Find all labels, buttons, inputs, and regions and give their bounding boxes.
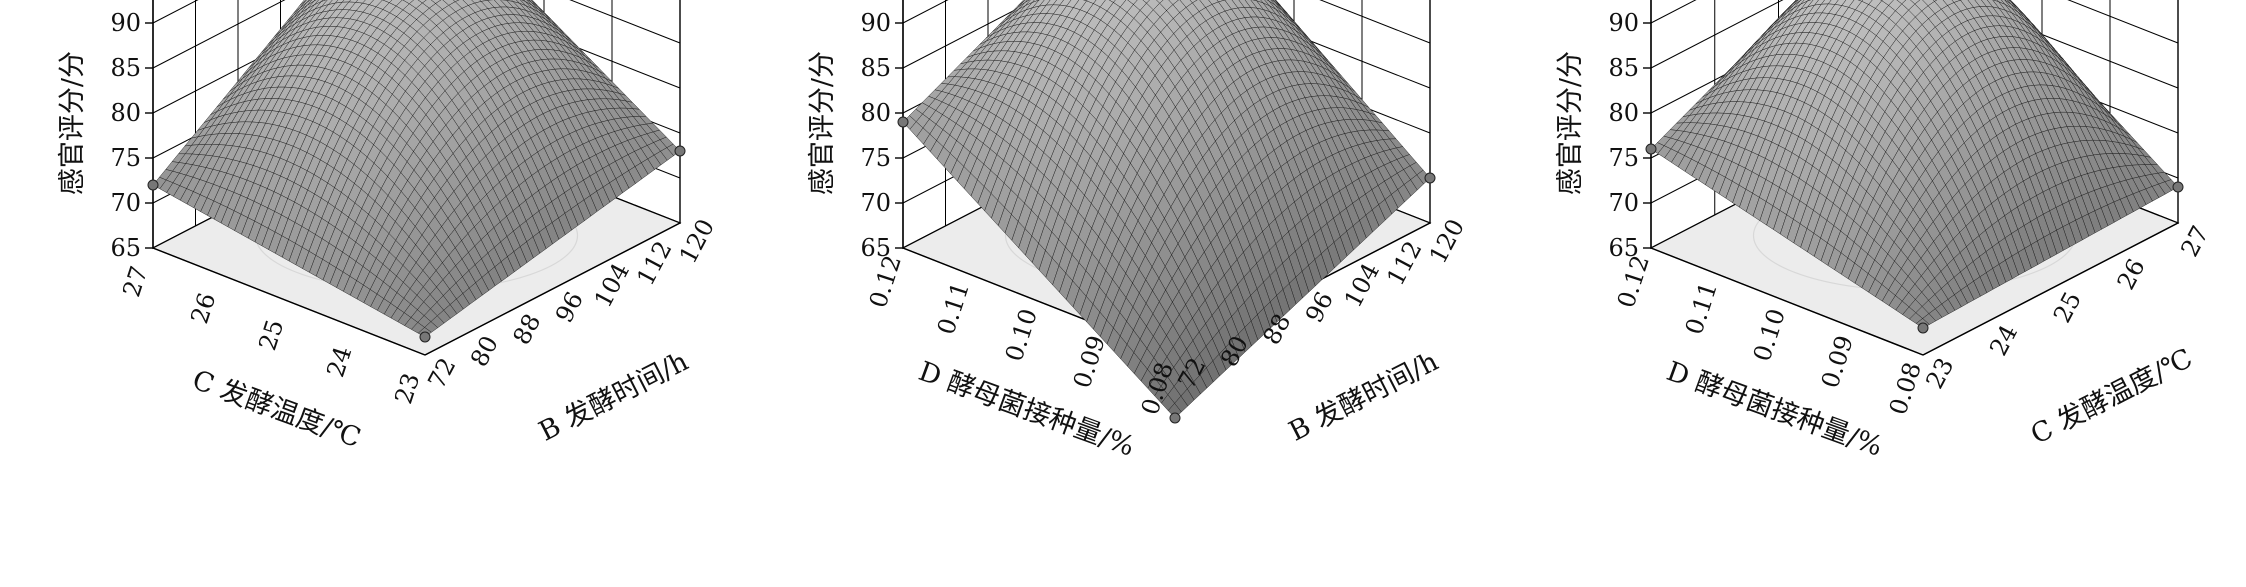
left-axis-tick-label: 0.10	[1000, 305, 1043, 364]
z-tick-label: 90	[1608, 9, 1639, 37]
surface-facet	[1156, 0, 1164, 4]
z-axis-title: 感官评分/分	[807, 51, 838, 195]
z-axis-title: 感官评分/分	[57, 51, 88, 195]
response-surface	[152, 0, 681, 338]
right-axis-tick-label: 96	[550, 287, 589, 327]
z-tick-label: 70	[860, 189, 891, 217]
left-axis-tick-label: 23	[389, 370, 425, 408]
z-tick-label: 90	[860, 9, 891, 37]
left-axis-tick-label: 24	[321, 343, 357, 381]
z-axis-ticks: 65707580859095	[860, 9, 903, 262]
right-axis-line	[1922, 222, 2179, 356]
z-tick-label: 85	[860, 54, 891, 82]
z-tick-label: 75	[860, 144, 891, 172]
corner-markers	[897, 116, 1436, 424]
corner-point	[147, 179, 159, 191]
z-tick-label: 65	[110, 234, 141, 262]
z-tick-label: 80	[860, 99, 891, 127]
right-axis-tick-label: 72	[422, 353, 461, 393]
corner-point	[674, 145, 686, 157]
right-axis-tick-label: 23	[1920, 353, 1959, 393]
z-tick-label: 70	[110, 189, 141, 217]
left-axis-tick-label: 26	[185, 289, 221, 327]
z-axis-ticks: 65707580859095	[110, 9, 153, 262]
right-axis-line	[424, 222, 681, 356]
z-tick-label: 85	[110, 54, 141, 82]
z-tick-label: 85	[1608, 54, 1639, 82]
left-axis-title: D 酵母菌接种量/%	[915, 356, 1139, 463]
z-grid-line	[1650, 0, 2179, 69]
z-tick-label: 80	[1608, 99, 1639, 127]
z-tick-label: 90	[110, 9, 141, 37]
z-tick-label: 65	[860, 234, 891, 262]
z-tick-label: 80	[110, 99, 141, 127]
z-tick-label: 75	[1608, 144, 1639, 172]
right-axis-tick-label: 25	[2048, 287, 2087, 327]
corner-point	[1424, 172, 1436, 184]
right-axis-tick-label: 88	[507, 309, 546, 349]
right-axis-tick-label: 120	[674, 214, 720, 268]
left-axis-line	[152, 247, 426, 356]
left-axis-tick-label: 25	[253, 316, 289, 354]
response-surface	[1650, 0, 2179, 329]
z-tick-label: 75	[110, 144, 141, 172]
surface-facet	[417, 0, 427, 4]
right-axis-tick-label: 80	[465, 331, 504, 371]
right-axis-tick-label: 120	[1424, 214, 1470, 268]
corner-markers	[147, 145, 686, 343]
left-axis-tick-label: 27	[117, 263, 153, 301]
right-axis-title: C 发酵温度/℃	[2026, 343, 2197, 451]
left-axis-tick-label: 0.11	[932, 279, 975, 338]
right-axis-tick-label: 27	[2175, 221, 2214, 261]
corner-point	[1917, 322, 1929, 334]
z-tick-label: 70	[1608, 189, 1639, 217]
corner-point	[897, 116, 909, 128]
corner-point	[419, 331, 431, 343]
right-axis-tick-label: 26	[2112, 254, 2151, 294]
z-axis-ticks: 65707580859095	[1608, 9, 1651, 262]
z-tick-label: 65	[1608, 234, 1639, 262]
right-axis-tick-label: 24	[1984, 320, 2023, 360]
corner-point	[1645, 143, 1657, 155]
left-axis-tick-label: 0.09	[1068, 332, 1111, 391]
left-axis-line	[1650, 247, 1924, 356]
z-axis-title: 感官评分/分	[1555, 51, 1586, 195]
right-axis-title: B 发酵时间/h	[1284, 346, 1443, 448]
corner-markers	[1645, 143, 2184, 334]
surface-facet	[1142, 0, 1150, 4]
response-surface	[902, 0, 1431, 419]
right-axis-title: B 发酵时间/h	[534, 346, 693, 448]
corner-point	[1169, 412, 1181, 424]
corner-point	[2172, 181, 2184, 193]
